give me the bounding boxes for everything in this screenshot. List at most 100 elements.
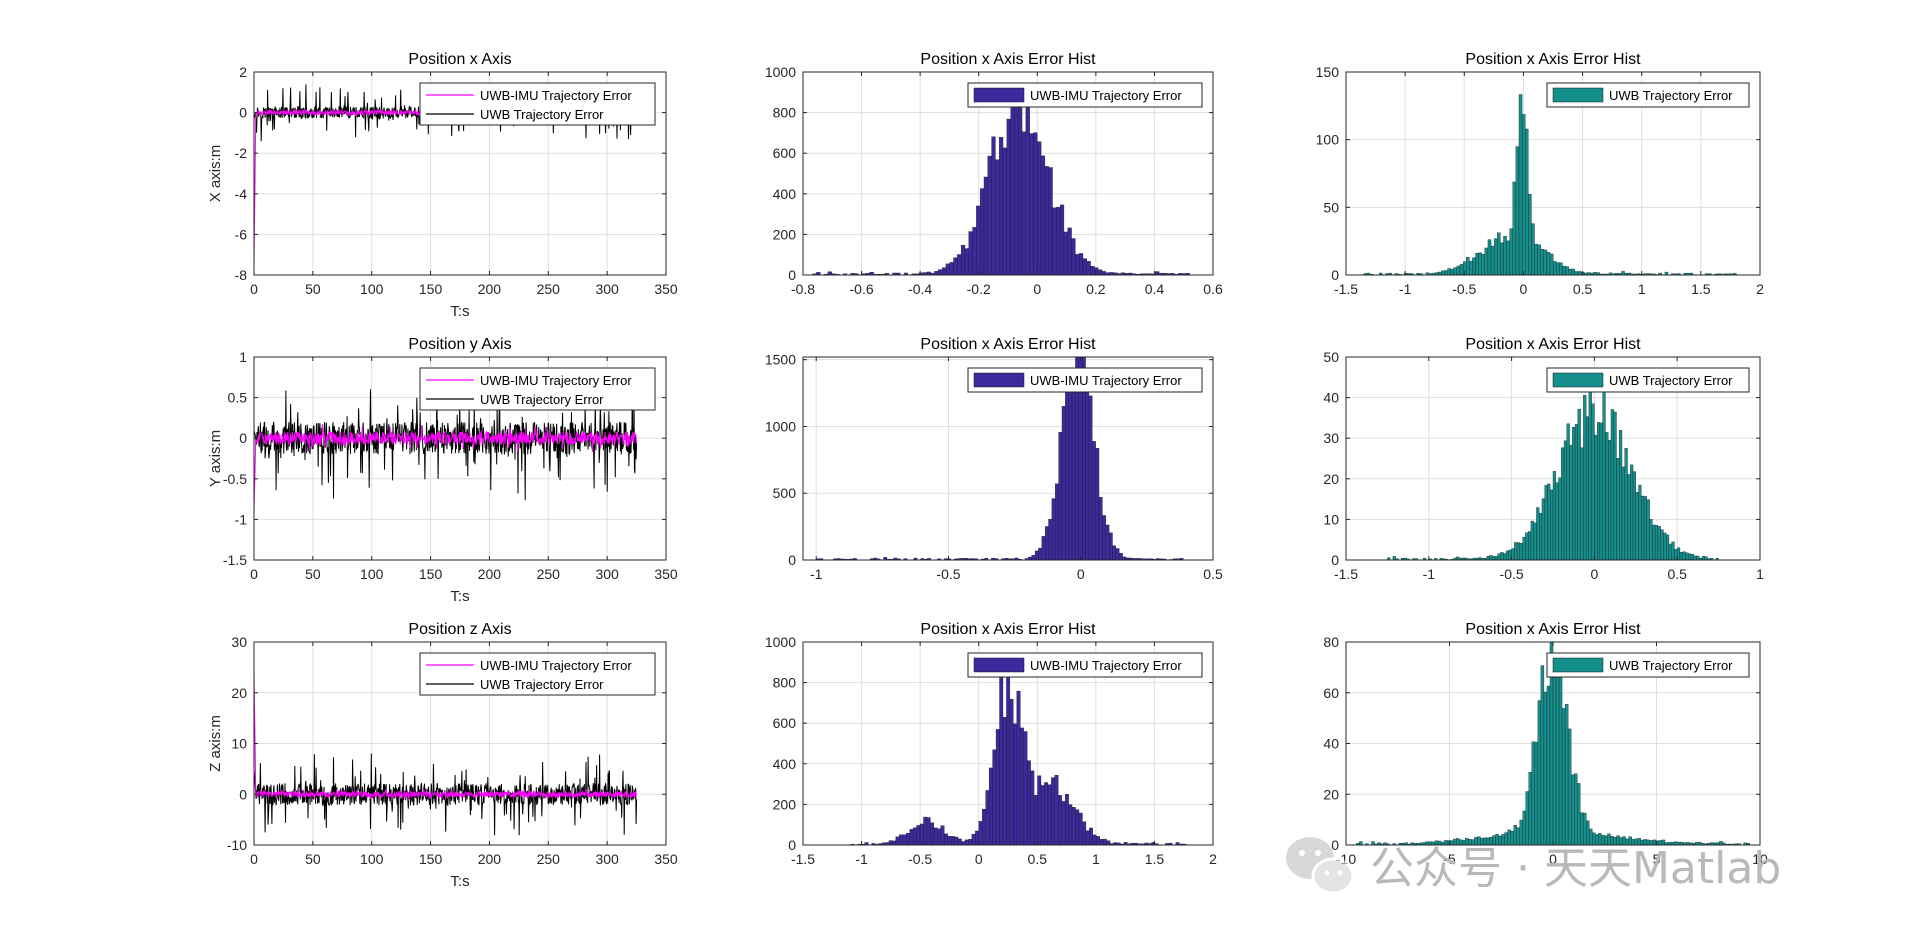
hist-bar [1630,464,1634,560]
hist-bar [1541,498,1545,560]
hist-bar [1051,777,1055,845]
x-tick-label: 50 [305,851,321,867]
hist-bar [1690,554,1694,560]
hist-bar [1605,432,1609,560]
x-tick-label: 0.5 [1667,566,1687,582]
x-tick-label: 0 [1077,566,1085,582]
hist-bar [957,838,962,845]
hist-bar [1089,827,1093,845]
hist-bar [1386,843,1390,845]
hist-bar [1048,167,1053,275]
legend-label: UWB-IMU Trajectory Error [1030,88,1182,103]
hist-bar [1466,257,1470,275]
hist-bar [1671,541,1675,560]
hist-bar [944,833,948,845]
hist-bar [1018,88,1023,275]
chart-h_fy: -1 -0.5 0 0.5 0 500 1000 1500 Position x Axis Er… [765,336,1223,582]
hist-bar [913,557,918,560]
x-tick-label: 50 [305,281,321,297]
hist-bar [1497,553,1501,560]
hist-bar [1075,254,1080,275]
y-tick-label: 20 [1323,471,1339,487]
hist-bar [930,822,935,845]
legend-swatch [1552,87,1604,103]
legend-label: UWB Trajectory Error [1609,373,1733,388]
y-tick-label: 0 [1331,267,1339,283]
x-tick-label: 0 [250,566,258,582]
hist-bar [1646,499,1650,560]
hist-bar [1006,667,1011,845]
hist-bar [1543,249,1548,275]
x-tick-label: 1 [1756,566,1764,582]
hist-bar [1528,771,1532,845]
series-line-uwb-trajectory-error [254,753,638,836]
hist-bar [1540,249,1545,275]
hist-bar [1708,273,1712,275]
legend: UWB-IMU Trajectory Error [967,652,1203,678]
hist-bar [1444,270,1448,275]
hist-bar [1106,840,1111,845]
x-tick-label: -1 [1423,566,1436,582]
y-tick-label: 0 [1331,552,1339,568]
y-tick-label: 0 [239,105,247,121]
x-tick-label: 0 [975,851,983,867]
hist-bar [1569,444,1573,560]
hist-bar [1544,485,1548,560]
hist-bar [1048,519,1053,560]
axes-box [1345,356,1761,561]
chart-ts_x: 0 50 100 150 200 250 300 350 -8 -6 -4 -2 0 2 Position … [207,51,678,320]
y-tick-label: 50 [1323,199,1339,215]
hist-bar [1537,244,1541,275]
hist-bar [1549,253,1554,275]
hist-bar [1555,482,1559,560]
y-tick-label: 0 [239,430,247,446]
hist-bar [1484,247,1489,275]
x-tick-label: 100 [360,851,384,867]
hist-bar [1679,552,1683,560]
y-tick-label: 1000 [765,418,796,434]
y-tick-label: 10 [231,736,247,752]
x-tick-label: 50 [305,566,321,582]
hist-bar [1095,447,1100,560]
y-tick-label: 800 [773,675,797,691]
y-tick-label: 40 [1323,390,1339,406]
hist-bar [941,267,947,275]
hist-bar [1574,271,1579,275]
hist-bar [896,558,901,560]
y-tick-label: 2 [239,64,247,80]
legend-label: UWB-IMU Trajectory Error [480,658,632,673]
x-tick-label: 0 [1520,281,1528,297]
hist-bar [1677,273,1681,275]
hist-bar [1610,409,1614,560]
x-tick-label: 1 [1092,851,1100,867]
hist-bar [1509,228,1513,275]
hist-bar [1078,812,1083,845]
hist-bar [1588,389,1592,560]
hist-bar [1543,691,1548,845]
hist-bar [1518,94,1523,275]
x-tick-label: -0.4 [908,281,932,297]
hist-bar [1090,266,1095,275]
hist-bar [1555,664,1560,845]
hist-bar [1580,812,1584,845]
hist-bar [976,205,981,275]
hist-bar [1688,553,1692,560]
hist-bar [1155,271,1160,275]
axes-box [1345,71,1761,276]
legend-box [419,652,656,696]
hist-bar [1085,830,1090,845]
y-tick-label: 60 [1323,685,1339,701]
hist-bar [1423,557,1427,560]
x-tick-label: 2 [1209,851,1217,867]
hist-bar [1550,489,1554,560]
y-tick-label: 20 [1323,786,1339,802]
hist-bar [1168,842,1173,845]
hist-bar [1071,238,1076,275]
axes-box [253,356,667,561]
y-tick-label: 20 [231,685,247,701]
x-tick-label: 350 [654,281,678,297]
hist-bar [1586,820,1590,845]
hist-bar [1016,690,1021,845]
hist-bar [1487,239,1492,275]
hist-bar [1497,232,1501,275]
